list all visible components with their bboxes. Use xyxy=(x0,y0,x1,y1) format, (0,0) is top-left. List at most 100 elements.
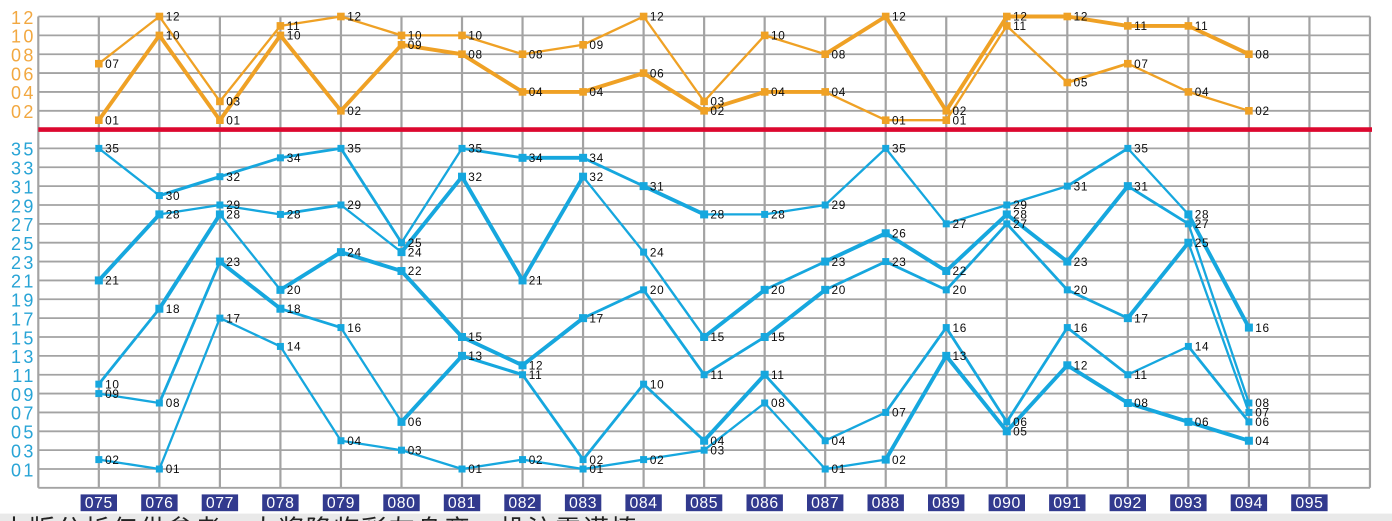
svg-text:14: 14 xyxy=(1195,340,1210,354)
svg-text:29: 29 xyxy=(347,198,362,212)
svg-text:06: 06 xyxy=(1255,415,1270,429)
svg-text:02: 02 xyxy=(953,104,968,118)
svg-text:09: 09 xyxy=(11,385,36,405)
svg-text:08: 08 xyxy=(832,47,847,61)
svg-text:15: 15 xyxy=(11,328,36,348)
svg-text:05: 05 xyxy=(1013,425,1028,439)
svg-text:28: 28 xyxy=(1013,208,1028,222)
svg-text:10: 10 xyxy=(650,377,665,391)
svg-text:11: 11 xyxy=(771,368,785,382)
svg-text:10: 10 xyxy=(105,377,120,391)
svg-text:04: 04 xyxy=(529,85,544,99)
svg-text:12: 12 xyxy=(11,8,36,28)
svg-text:25: 25 xyxy=(1195,236,1210,250)
svg-text:082: 082 xyxy=(508,495,536,512)
svg-text:35: 35 xyxy=(892,142,907,156)
svg-text:10: 10 xyxy=(11,27,36,47)
svg-text:17: 17 xyxy=(589,311,604,325)
svg-text:04: 04 xyxy=(771,85,786,99)
svg-text:04: 04 xyxy=(832,434,847,448)
svg-text:17: 17 xyxy=(11,309,36,329)
svg-text:12: 12 xyxy=(347,10,362,24)
svg-text:06: 06 xyxy=(408,415,423,429)
svg-text:35: 35 xyxy=(11,140,36,160)
svg-text:16: 16 xyxy=(1255,321,1270,335)
svg-text:075: 075 xyxy=(85,495,113,512)
svg-text:03: 03 xyxy=(226,95,241,109)
svg-text:01: 01 xyxy=(832,462,847,476)
svg-text:14: 14 xyxy=(287,340,302,354)
svg-text:02: 02 xyxy=(529,453,544,467)
svg-text:21: 21 xyxy=(529,274,544,288)
svg-text:29: 29 xyxy=(11,196,36,216)
svg-text:08: 08 xyxy=(11,46,36,66)
svg-text:32: 32 xyxy=(226,170,241,184)
svg-text:12: 12 xyxy=(166,10,181,24)
svg-text:10: 10 xyxy=(771,29,786,43)
svg-text:09: 09 xyxy=(408,38,423,52)
svg-text:084: 084 xyxy=(630,495,658,512)
svg-text:05: 05 xyxy=(1074,76,1089,90)
svg-text:11: 11 xyxy=(1195,19,1209,33)
svg-text:07: 07 xyxy=(892,406,907,420)
svg-text:02: 02 xyxy=(892,453,907,467)
svg-text:08: 08 xyxy=(166,396,181,410)
svg-text:02: 02 xyxy=(1255,104,1270,118)
svg-text:23: 23 xyxy=(226,255,241,269)
svg-text:15: 15 xyxy=(771,330,786,344)
svg-text:076: 076 xyxy=(145,495,173,512)
svg-text:04: 04 xyxy=(1255,434,1270,448)
svg-text:12: 12 xyxy=(1013,10,1028,24)
svg-text:25: 25 xyxy=(11,234,36,254)
svg-text:01: 01 xyxy=(105,113,120,127)
svg-text:27: 27 xyxy=(1013,217,1028,231)
svg-text:19: 19 xyxy=(11,291,36,311)
svg-text:01: 01 xyxy=(589,462,604,476)
svg-text:11: 11 xyxy=(529,368,543,382)
svg-text:04: 04 xyxy=(347,434,362,448)
svg-text:06: 06 xyxy=(1013,415,1028,429)
svg-text:09: 09 xyxy=(105,387,120,401)
svg-text:29: 29 xyxy=(832,198,847,212)
svg-text:02: 02 xyxy=(650,453,665,467)
svg-text:35: 35 xyxy=(468,142,483,156)
svg-text:01: 01 xyxy=(468,462,483,476)
svg-text:17: 17 xyxy=(226,311,241,325)
svg-text:34: 34 xyxy=(529,151,544,165)
svg-text:15: 15 xyxy=(710,330,725,344)
svg-text:本版分析仅供参考，大奖降临彩友身旁，投注需谨慎: 本版分析仅供参考，大奖降临彩友身旁，投注需谨慎 xyxy=(1,515,638,521)
svg-text:07: 07 xyxy=(11,404,36,424)
svg-text:089: 089 xyxy=(932,495,960,512)
svg-text:13: 13 xyxy=(953,349,968,363)
svg-text:34: 34 xyxy=(589,151,604,165)
svg-text:03: 03 xyxy=(408,443,423,457)
svg-text:28: 28 xyxy=(771,208,786,222)
svg-text:07: 07 xyxy=(1134,57,1149,71)
svg-text:088: 088 xyxy=(872,495,900,512)
svg-text:01: 01 xyxy=(226,113,241,127)
svg-text:29: 29 xyxy=(1013,198,1028,212)
svg-text:20: 20 xyxy=(953,283,968,297)
svg-text:08: 08 xyxy=(468,47,483,61)
svg-text:09: 09 xyxy=(589,38,604,52)
svg-text:094: 094 xyxy=(1235,495,1263,512)
svg-text:086: 086 xyxy=(751,495,779,512)
svg-text:28: 28 xyxy=(287,208,302,222)
svg-text:02: 02 xyxy=(710,104,725,118)
svg-text:27: 27 xyxy=(11,215,36,235)
svg-text:02: 02 xyxy=(11,102,36,122)
svg-text:23: 23 xyxy=(832,255,847,269)
svg-text:10: 10 xyxy=(468,29,483,43)
svg-text:28: 28 xyxy=(166,208,181,222)
svg-text:24: 24 xyxy=(347,245,362,259)
svg-text:22: 22 xyxy=(953,264,968,278)
svg-text:18: 18 xyxy=(287,302,302,316)
svg-text:32: 32 xyxy=(589,170,604,184)
svg-text:08: 08 xyxy=(1134,396,1149,410)
svg-text:10: 10 xyxy=(408,29,423,43)
svg-text:095: 095 xyxy=(1295,495,1323,512)
svg-text:12: 12 xyxy=(529,359,544,373)
svg-text:23: 23 xyxy=(1074,255,1089,269)
svg-text:03: 03 xyxy=(710,95,725,109)
svg-text:087: 087 xyxy=(811,495,839,512)
